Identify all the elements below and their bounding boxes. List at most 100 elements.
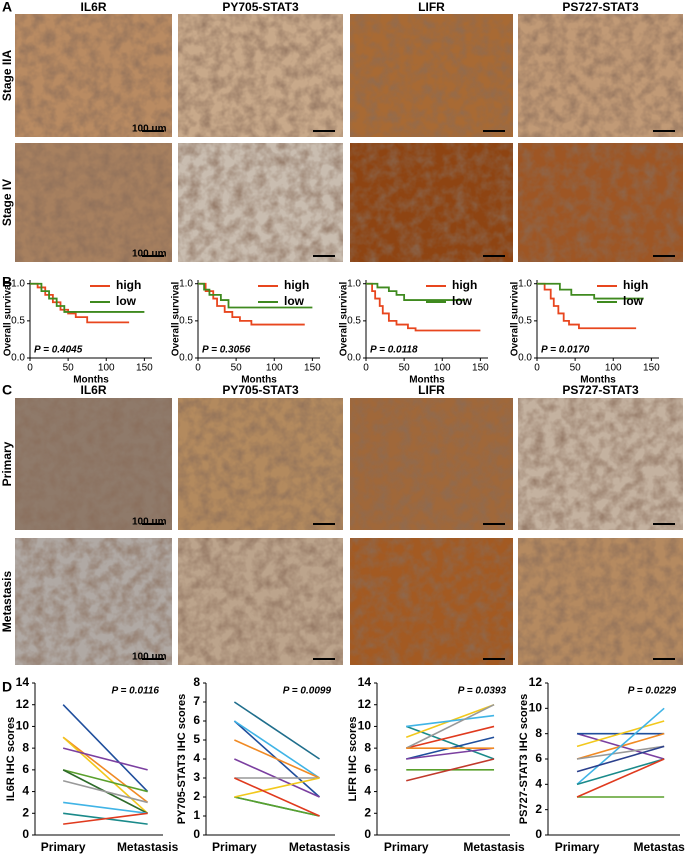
y-tick-label: 1.0	[11, 278, 25, 289]
row-label: Primary	[0, 441, 14, 486]
y-tick-label: 8	[22, 740, 29, 754]
x-tick-label: Metastasis	[633, 840, 685, 854]
panel-label: A	[2, 0, 12, 15]
legend-label: low	[116, 294, 137, 308]
legend-label: high	[284, 278, 309, 292]
y-axis-label: Overall survival	[510, 282, 521, 357]
micrograph-texture	[350, 14, 513, 137]
x-tick-label: Primary	[384, 840, 429, 854]
micrograph-texture	[15, 538, 172, 665]
micrograph-texture	[350, 398, 513, 530]
micrograph-texture	[15, 398, 172, 530]
x-tick-label: 0	[27, 363, 33, 374]
x-tick-label: 100	[605, 363, 622, 374]
y-tick-label: 6	[535, 751, 542, 765]
column-header: PS727-STAT3	[562, 0, 639, 14]
y-tick-label: 0	[364, 827, 371, 841]
panel-label: C	[2, 382, 12, 398]
x-tick-label: Primary	[212, 840, 257, 854]
x-tick-label: Metastasis	[289, 840, 351, 854]
micrograph-texture	[518, 14, 683, 137]
paired-line	[63, 801, 148, 815]
legend-label: low	[284, 294, 305, 308]
y-axis-label: LIFR IHC scores	[347, 717, 359, 802]
p-value: P = 0.3056	[202, 345, 251, 356]
y-tick-label: 8	[535, 726, 542, 740]
y-tick-label: 8	[193, 675, 200, 689]
x-tick-label: 0	[195, 363, 201, 374]
micrograph-texture	[15, 14, 172, 137]
paired-line	[234, 796, 320, 817]
micrograph-texture	[518, 143, 683, 262]
y-axis-label: Overall survival	[171, 282, 182, 357]
scale-label: 100 um	[132, 249, 167, 260]
legend-label: high	[623, 278, 648, 292]
paired-line	[62, 736, 149, 814]
paired-line	[62, 779, 148, 804]
x-tick-label: 100	[434, 363, 451, 374]
legend-label: low	[623, 294, 644, 308]
column-header: IL6R	[80, 0, 106, 14]
y-tick-label: 3	[193, 770, 200, 784]
y-tick-label: 1.0	[179, 278, 193, 289]
x-tick-label: 100	[98, 363, 115, 374]
survival-curve	[366, 282, 481, 332]
y-tick-label: 8	[364, 740, 371, 754]
paired-line	[406, 758, 495, 782]
survival-curve	[30, 282, 130, 324]
paired-line	[576, 758, 665, 786]
p-value: P = 0.0170	[541, 345, 590, 356]
column-header: PS727-STAT3	[562, 383, 639, 397]
y-tick-label: 6	[22, 762, 29, 776]
survival-curve	[537, 282, 637, 330]
y-tick-label: 0.5	[11, 315, 25, 326]
column-header: LIFR	[418, 383, 445, 397]
y-tick-label: 12	[16, 697, 30, 711]
y-tick-label: 10	[529, 701, 543, 715]
x-tick-label: 0	[363, 363, 369, 374]
paired-line	[234, 777, 320, 798]
panel-label: D	[2, 679, 12, 695]
p-value: P = 0.0118	[370, 345, 418, 356]
legend-label: low	[452, 294, 473, 308]
y-tick-label: 2	[193, 789, 200, 803]
x-tick-label: 50	[570, 363, 582, 374]
y-axis-label: Overall survival	[3, 282, 14, 357]
y-tick-label: 6	[193, 713, 200, 727]
x-tick-label: 150	[643, 363, 660, 374]
paired-line	[234, 739, 320, 779]
paired-line	[62, 736, 149, 804]
column-header: PY705-STAT3	[222, 383, 299, 397]
x-tick-label: 100	[266, 363, 283, 374]
paired-line	[62, 747, 148, 771]
micrograph-texture	[15, 143, 172, 262]
paired-line	[233, 720, 320, 779]
paired-line	[576, 707, 665, 785]
y-tick-label: 10	[358, 719, 372, 733]
y-tick-label: 14	[358, 675, 372, 689]
y-tick-label: 10	[16, 719, 30, 733]
column-header: IL6R	[80, 383, 106, 397]
y-tick-label: 2	[22, 805, 29, 819]
x-tick-label: Metastasis	[463, 840, 525, 854]
x-tick-label: 150	[304, 363, 321, 374]
y-tick-label: 2	[535, 802, 542, 816]
x-tick-label: 150	[136, 363, 153, 374]
paired-line	[63, 812, 148, 825]
y-tick-label: 6	[364, 762, 371, 776]
y-tick-label: 0.0	[347, 353, 361, 364]
micrograph-texture	[178, 538, 343, 665]
y-tick-label: 0	[535, 827, 542, 841]
y-tick-label: 1.0	[347, 278, 361, 289]
x-axis-label: Months	[73, 375, 109, 386]
scale-label: 100 um	[132, 517, 167, 528]
x-tick-label: 50	[231, 363, 243, 374]
survival-curve	[30, 282, 145, 313]
y-tick-label: 0.0	[518, 353, 532, 364]
row-label: Metastasis	[0, 570, 14, 632]
y-tick-label: 12	[358, 697, 372, 711]
p-value: P = 0.0229	[628, 686, 677, 697]
paired-line	[234, 777, 320, 817]
y-axis-label: IL6R IHC scores	[5, 717, 17, 801]
y-tick-label: 5	[193, 732, 200, 746]
